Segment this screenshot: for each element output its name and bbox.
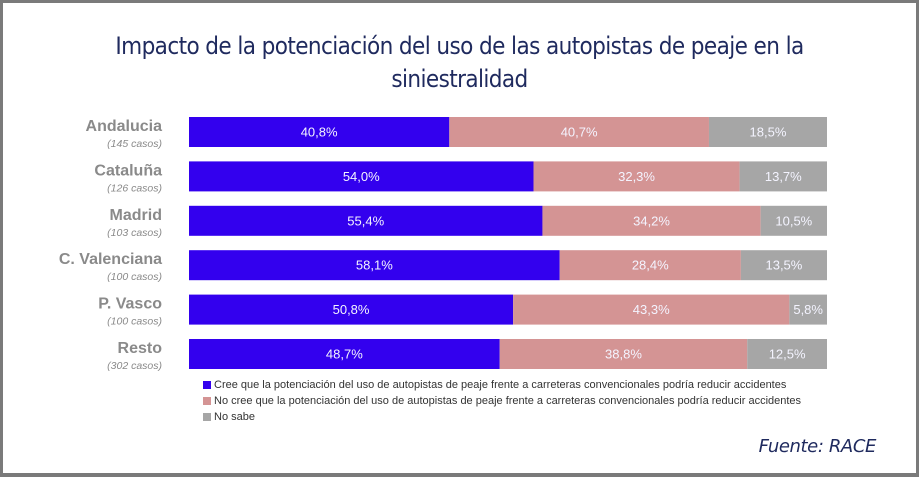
legend-swatch-no-cree	[203, 397, 211, 405]
bar-c-valenciana-no-cree	[559, 250, 741, 281]
data-label-c-valenciana-no-cree: 28,4%	[632, 258, 669, 273]
bar-c-valenciana-no-sabe	[740, 250, 827, 281]
data-label-madrid-no-sabe: 10,5%	[775, 213, 812, 228]
chart-title-line-2: siniestralidad	[391, 65, 528, 93]
chart-title-line-1: Impacto de la potenciación del uso de la…	[115, 32, 804, 60]
legend: Cree que la potenciación del uso de auto…	[203, 377, 801, 425]
category-label-madrid: Madrid	[110, 207, 162, 224]
bar-c-valenciana-cree	[189, 250, 560, 281]
data-label-andalucia-cree: 40,8%	[301, 125, 338, 140]
legend-swatch-no-sabe	[203, 413, 211, 421]
data-label-madrid-cree: 55,4%	[347, 213, 384, 228]
data-label-cataluna-no-cree: 32,3%	[618, 169, 655, 184]
data-label-resto-no-cree: 38,8%	[605, 347, 642, 362]
legend-item-cree: Cree que la potenciación del uso de auto…	[203, 377, 801, 393]
category-cases-p-vasco: (100 casos)	[107, 316, 162, 328]
bar-cataluna-cree	[189, 161, 534, 192]
bar-andalucia-no-cree	[449, 117, 709, 147]
bar-cataluna-no-cree	[533, 161, 740, 192]
bar-cataluna-no-sabe	[739, 161, 827, 192]
data-label-resto-cree: 48,7%	[326, 347, 363, 362]
bar-resto-no-cree	[499, 339, 748, 369]
data-label-cataluna-no-sabe: 13,7%	[765, 169, 802, 184]
category-label-c-valenciana: C. Valenciana	[59, 251, 162, 268]
legend-label-no-cree: No cree que la potenciación del uso de a…	[214, 395, 802, 407]
category-label-resto: Resto	[118, 340, 163, 357]
category-cases-c-valenciana: (100 casos)	[107, 271, 162, 283]
data-label-p-vasco-no-sabe: 5,8%	[793, 302, 823, 317]
data-label-c-valenciana-no-sabe: 13,5%	[765, 258, 802, 273]
data-label-p-vasco-cree: 50,8%	[333, 302, 370, 317]
chart-title: Impacto de la potenciación del uso de la…	[0, 30, 919, 96]
category-label-p-vasco: P. Vasco	[98, 296, 162, 313]
bar-p-vasco-no-sabe	[789, 294, 827, 325]
bar-madrid-cree	[189, 205, 543, 236]
category-cases-cataluna: (126 casos)	[107, 182, 162, 194]
bar-andalucia-no-sabe	[708, 117, 827, 147]
bar-resto-no-sabe	[747, 339, 827, 369]
legend-swatch-cree	[203, 381, 211, 389]
bar-andalucia-cree	[189, 117, 450, 147]
legend-label-cree: Cree que la potenciación del uso de auto…	[214, 379, 787, 391]
category-cases-resto: (302 casos)	[107, 360, 162, 372]
data-label-cataluna-cree: 54,0%	[343, 169, 380, 184]
bar-resto-cree	[189, 339, 500, 369]
source-note: Fuente: RACE	[758, 436, 877, 457]
data-label-resto-no-sabe: 12,5%	[769, 347, 806, 362]
category-label-andalucia: Andalucia	[86, 118, 163, 135]
data-label-andalucia-no-cree: 40,7%	[561, 125, 598, 140]
legend-label-no-sabe: No sabe	[214, 411, 255, 423]
category-cases-andalucia: (145 casos)	[107, 138, 162, 150]
data-label-madrid-no-cree: 34,2%	[633, 213, 670, 228]
category-cases-madrid: (103 casos)	[107, 227, 162, 239]
category-label-cataluna: Cataluña	[94, 162, 162, 179]
bar-p-vasco-cree	[189, 294, 514, 325]
legend-item-no-cree: No cree que la potenciación del uso de a…	[203, 393, 801, 409]
data-label-p-vasco-no-cree: 43,3%	[633, 302, 670, 317]
bar-madrid-no-cree	[542, 205, 761, 236]
data-label-c-valenciana-cree: 58,1%	[356, 258, 393, 273]
legend-item-no-sabe: No sabe	[203, 409, 801, 425]
bar-p-vasco-no-cree	[513, 294, 790, 325]
data-label-andalucia-no-sabe: 18,5%	[750, 125, 787, 140]
bar-madrid-no-sabe	[760, 205, 827, 236]
